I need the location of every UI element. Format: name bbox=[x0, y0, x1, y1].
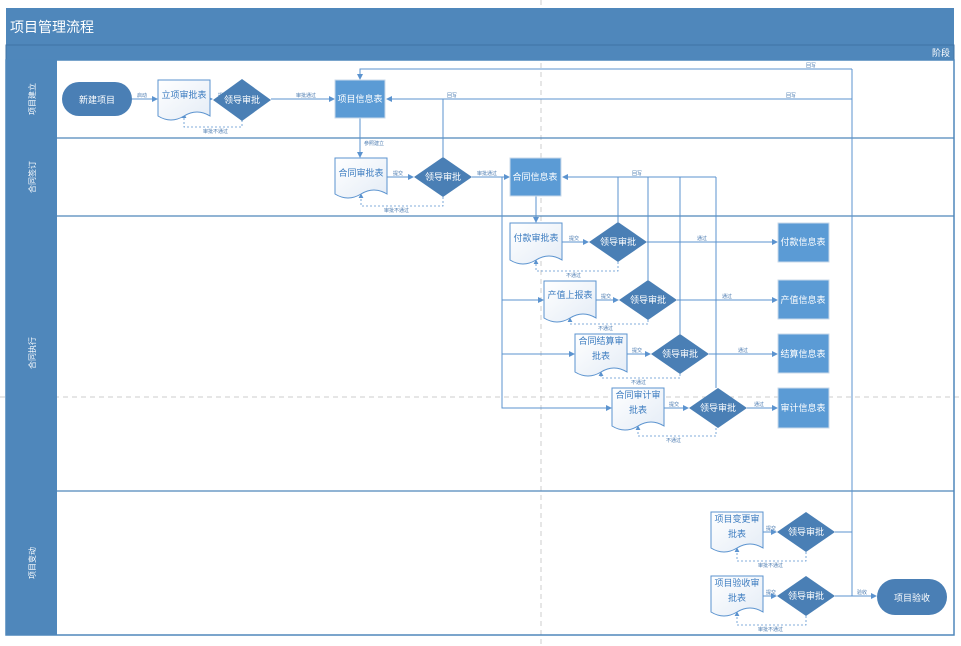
edge-label-reference: 参照建立 bbox=[364, 140, 384, 147]
node-audit-info[interactable] bbox=[777, 387, 830, 429]
doc-label: 项目变更审 bbox=[714, 513, 759, 525]
doc-chanzhi-report[interactable] bbox=[543, 280, 597, 323]
edge-label-submit: 提交 bbox=[766, 589, 776, 596]
diagram-title: 项目管理流程 bbox=[10, 20, 94, 36]
lane-header-column bbox=[6, 60, 57, 635]
doc-fukuan-approval[interactable] bbox=[509, 222, 563, 265]
edge-label-reject: 不通过 bbox=[598, 325, 613, 332]
doc-shenji-approval[interactable] bbox=[611, 387, 665, 431]
node-label: 项目信息表 bbox=[337, 93, 382, 105]
node-contract-info[interactable] bbox=[509, 157, 562, 197]
edge-label-start: 启动 bbox=[137, 92, 147, 99]
doc-label: 批表 bbox=[592, 350, 610, 362]
phase-label: 阶段 bbox=[932, 47, 950, 59]
decision-label: 领导审批 bbox=[224, 94, 260, 106]
lane-label-contract-execution: 合同执行 bbox=[27, 337, 37, 369]
node-label: 产值信息表 bbox=[780, 294, 825, 306]
edge-label-acceptance: 验收 bbox=[857, 589, 867, 596]
edge-label-reject: 不通过 bbox=[666, 437, 681, 444]
start-node[interactable] bbox=[62, 82, 132, 116]
edge-label-pass: 通过 bbox=[754, 401, 764, 408]
edge-label-writeback: 回写 bbox=[806, 63, 816, 69]
edge-label-writeback: 回写 bbox=[632, 171, 642, 177]
edge-label-pass: 通过 bbox=[722, 293, 732, 300]
decision-leader-approval[interactable] bbox=[619, 280, 677, 320]
doc-yanshou-approval[interactable] bbox=[710, 575, 764, 617]
start-node-label: 新建项目 bbox=[79, 94, 115, 106]
edge-label-submit: 提交 bbox=[601, 293, 611, 300]
edge-label-pass: 通过 bbox=[697, 235, 707, 242]
doc-label: 合同审批表 bbox=[338, 167, 383, 179]
edge-label-reject: 不通过 bbox=[566, 272, 581, 279]
decision-label: 领导审批 bbox=[788, 526, 824, 538]
node-payment-info[interactable] bbox=[777, 222, 830, 263]
doc-lixiang[interactable] bbox=[157, 79, 211, 121]
edge-label-submit: 提交 bbox=[632, 347, 642, 354]
phase-bar bbox=[5, 44, 955, 61]
edge-label-submit: 提交 bbox=[669, 401, 679, 408]
decision-leader-approval[interactable] bbox=[689, 388, 747, 428]
doc-hetong-approval[interactable] bbox=[334, 157, 388, 199]
doc-label: 立项审批表 bbox=[161, 89, 206, 101]
node-settlement-info[interactable] bbox=[777, 333, 830, 374]
lane-label-contract-signing: 合同签订 bbox=[27, 161, 37, 193]
doc-jiesuan-approval[interactable] bbox=[574, 333, 628, 377]
edge-label-rejected: 审批不通过 bbox=[384, 207, 409, 214]
edge-label-approved: 审批通过 bbox=[477, 170, 497, 177]
edge-label-pass: 通过 bbox=[738, 347, 748, 354]
end-node[interactable] bbox=[877, 579, 947, 615]
edge-label-rejected: 审批不通过 bbox=[203, 128, 228, 135]
lane-label-project-setup: 项目建立 bbox=[27, 83, 37, 115]
decision-label: 领导审批 bbox=[700, 402, 736, 414]
doc-label: 批表 bbox=[629, 404, 647, 416]
decision-label: 领导审批 bbox=[600, 236, 636, 248]
doc-label: 合同结算审 bbox=[578, 335, 623, 347]
connectors bbox=[132, 68, 877, 599]
node-label: 审计信息表 bbox=[780, 402, 825, 414]
decision-leader-approval[interactable] bbox=[777, 512, 835, 552]
edge-label-approved: 审批通过 bbox=[296, 92, 316, 99]
lane-label-project-change: 项目变动 bbox=[27, 547, 37, 579]
edge-label-submit: 提交 bbox=[393, 170, 403, 177]
doc-label: 产值上报表 bbox=[547, 289, 592, 301]
decision-leader-approval[interactable] bbox=[213, 79, 271, 121]
decision-label: 领导审批 bbox=[662, 348, 698, 360]
reject-connectors bbox=[181, 113, 807, 626]
node-label: 合同信息表 bbox=[512, 171, 557, 183]
edge-label-writeback: 回写 bbox=[447, 93, 457, 99]
decision-leader-approval[interactable] bbox=[651, 334, 709, 374]
decision-label: 领导审批 bbox=[425, 171, 461, 183]
lane-dividers bbox=[6, 137, 954, 492]
node-label: 结算信息表 bbox=[780, 348, 825, 360]
edge-label-submit: 提交 bbox=[766, 525, 776, 532]
doc-label: 合同审计审 bbox=[615, 389, 660, 401]
node-label: 付款信息表 bbox=[780, 236, 825, 248]
decision-label: 领导审批 bbox=[788, 590, 824, 602]
edge-label-writeback: 回写 bbox=[786, 93, 796, 99]
decision-leader-approval[interactable] bbox=[589, 222, 647, 262]
doc-label: 项目验收审 bbox=[714, 577, 759, 589]
decision-label: 领导审批 bbox=[630, 294, 666, 306]
title-bar bbox=[6, 8, 954, 45]
doc-label: 批表 bbox=[728, 528, 746, 540]
doc-label: 批表 bbox=[728, 592, 746, 604]
edge-label-submit: 提交 bbox=[569, 235, 579, 242]
end-node-label: 项目验收 bbox=[894, 592, 930, 604]
doc-label: 付款审批表 bbox=[513, 232, 558, 244]
edge-label-rejected: 审批不通过 bbox=[758, 562, 783, 569]
edge-label-rejected: 审批不通过 bbox=[758, 626, 783, 633]
decision-leader-approval[interactable] bbox=[414, 157, 472, 197]
doc-biangeng-approval[interactable] bbox=[710, 511, 764, 553]
node-output-info[interactable] bbox=[777, 279, 830, 320]
decision-leader-approval[interactable] bbox=[777, 576, 835, 616]
edge-label-reject: 不通过 bbox=[631, 379, 646, 386]
node-project-info[interactable] bbox=[334, 79, 386, 119]
